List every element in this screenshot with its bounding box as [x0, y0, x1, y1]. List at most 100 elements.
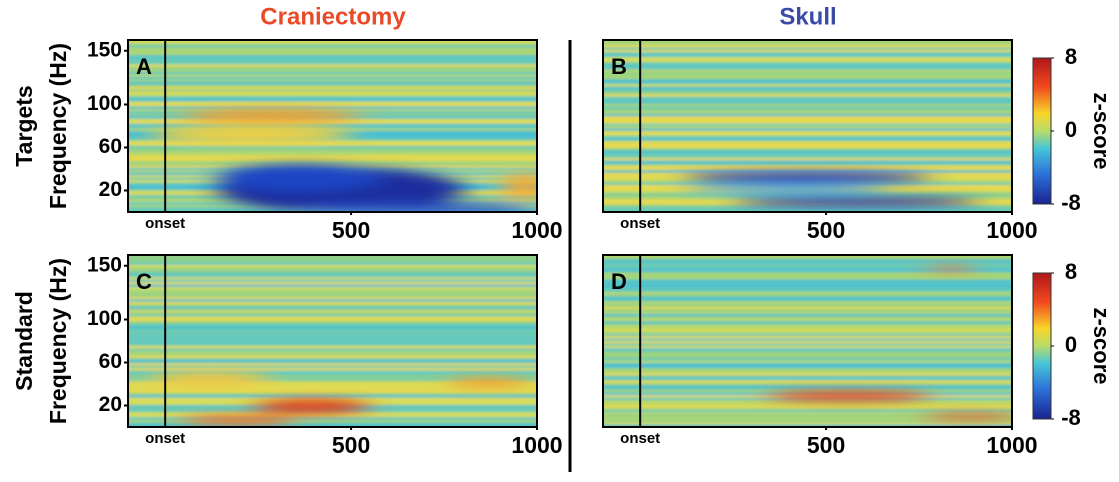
stripe — [128, 304, 537, 308]
stripe — [128, 67, 537, 71]
stripe — [603, 345, 1012, 350]
stripe — [603, 294, 1012, 298]
stripe — [603, 62, 1012, 66]
stripe — [128, 101, 537, 105]
stripe — [128, 286, 537, 291]
stripe — [128, 309, 537, 313]
stripe — [128, 274, 537, 279]
colorbar-tick-label: 8 — [1065, 44, 1077, 69]
stripe — [603, 301, 1012, 306]
stripe — [128, 321, 537, 325]
stripe — [603, 412, 1012, 416]
stripe — [603, 424, 1012, 427]
stripe — [128, 59, 537, 64]
stripe — [603, 355, 1012, 360]
x-tick-label: onset — [145, 430, 185, 447]
stripe — [128, 375, 537, 379]
stripe — [128, 145, 537, 150]
blob — [684, 171, 931, 184]
stripe — [128, 358, 537, 362]
stripe — [128, 140, 537, 145]
stripe — [128, 81, 537, 86]
stripe — [128, 323, 537, 328]
stripe — [128, 294, 537, 298]
column-title: Skull — [779, 3, 836, 30]
stripe — [603, 343, 1012, 347]
stripe — [128, 157, 537, 162]
y-axis-label: Standard — [11, 291, 37, 391]
colorbar-tick-label: -8 — [1061, 190, 1081, 215]
y-tick-label: 150 — [87, 253, 122, 276]
stripe — [128, 301, 537, 306]
panel-letter: A — [136, 54, 152, 79]
stripe — [603, 309, 1012, 313]
stripe — [603, 71, 1012, 76]
blob — [766, 390, 931, 402]
stripe — [128, 44, 537, 49]
stripe — [128, 47, 537, 51]
stripe — [603, 338, 1012, 342]
stripe — [603, 126, 1012, 130]
stripe — [603, 279, 1012, 284]
colorbar — [1032, 272, 1052, 420]
column-title: Craniectomy — [260, 3, 406, 30]
stripe — [603, 306, 1012, 311]
stripe — [603, 96, 1012, 100]
colorbar — [1032, 57, 1052, 205]
stripe — [128, 355, 537, 360]
stripe — [128, 106, 537, 110]
stripe — [128, 52, 537, 56]
stripe — [603, 417, 1012, 421]
y-tick-label: 100 — [87, 92, 122, 115]
stripe — [603, 299, 1012, 303]
stripe — [128, 279, 537, 284]
stripe — [603, 407, 1012, 411]
stripe — [128, 424, 537, 427]
stripe — [128, 267, 537, 271]
blob — [733, 196, 980, 207]
stripe — [603, 138, 1012, 142]
stripe — [603, 130, 1012, 135]
stripe — [128, 108, 537, 113]
stripe — [603, 333, 1012, 338]
blobs — [766, 265, 1012, 421]
y-axis-label: Frequency (Hz) — [45, 43, 71, 209]
stripe — [128, 257, 537, 261]
stripe — [603, 108, 1012, 113]
stripe — [603, 128, 1012, 132]
stripe — [128, 42, 537, 46]
stripe — [128, 126, 537, 130]
stripe — [603, 370, 1012, 374]
stripe — [603, 135, 1012, 140]
stripe — [128, 291, 537, 296]
stripe — [603, 157, 1012, 162]
stripe — [128, 153, 537, 157]
stripe — [603, 67, 1012, 71]
stripe — [603, 52, 1012, 56]
stripe — [128, 57, 537, 61]
stripe — [128, 103, 537, 108]
stripe — [603, 272, 1012, 276]
blob — [447, 377, 529, 388]
stripe — [128, 313, 537, 318]
stripe — [128, 76, 537, 81]
x-tick-label: onset — [145, 215, 185, 232]
stripe — [128, 363, 537, 367]
y-tick-label: 100 — [87, 307, 122, 330]
stripe — [603, 296, 1012, 301]
stripe — [603, 91, 1012, 96]
stripe — [603, 150, 1012, 155]
stripe — [603, 42, 1012, 46]
stripe — [128, 345, 537, 350]
stripe — [603, 54, 1012, 59]
stripe — [128, 255, 537, 259]
stripe — [128, 49, 537, 54]
stripe — [603, 59, 1012, 64]
stripe — [128, 380, 537, 384]
stripe — [128, 62, 537, 66]
stripe — [128, 121, 537, 125]
stripe — [128, 96, 537, 100]
stripes — [128, 255, 537, 427]
stripe — [603, 194, 1012, 199]
stripe — [603, 84, 1012, 88]
